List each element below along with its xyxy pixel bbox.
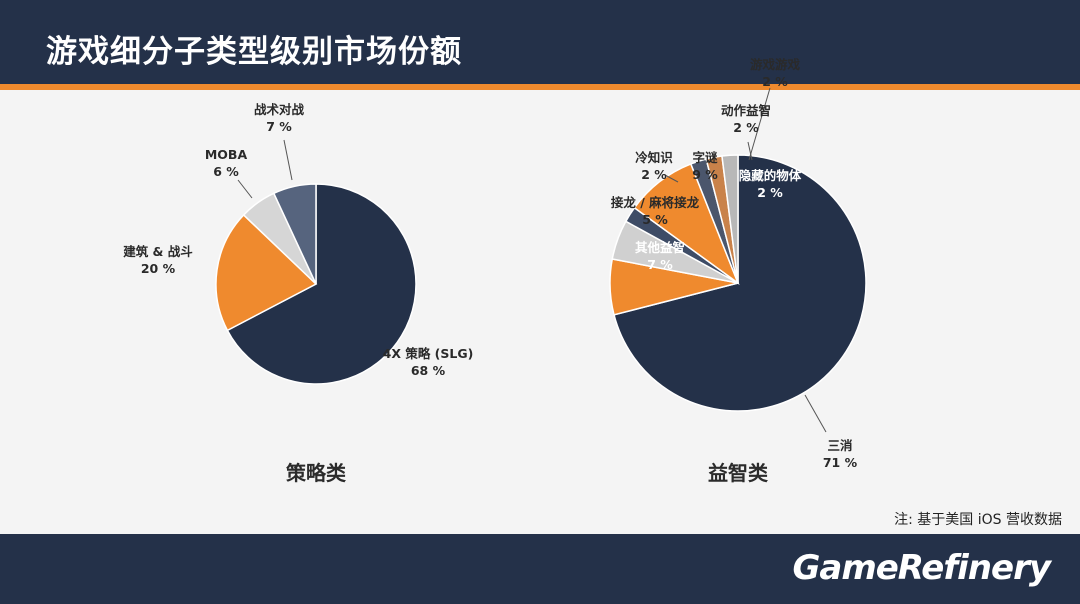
slice-label: 字谜	[692, 150, 718, 165]
strategy-pie-chart: 4X 策略 (SLG) 68 % 建筑 & 战斗 20 % MOBA 6 % 战术对战 7 %…	[123, 102, 473, 485]
pie-slice-puzzle-7	[721, 154, 739, 284]
slice-label: 4X 策略 (SLG)	[383, 346, 474, 361]
slice-value-label: 20 %	[141, 261, 176, 276]
pie-slice-strategy-3	[272, 183, 317, 285]
slice-value-label: 2 %	[641, 167, 667, 182]
header-bar	[0, 0, 1080, 84]
slice-value-label: 2 %	[762, 74, 788, 89]
slice-value-label: 2 %	[757, 185, 783, 200]
slice-value-label: 71 %	[823, 455, 858, 470]
slice-label: 三消	[827, 438, 853, 453]
slice-label: 战术对战	[254, 102, 305, 117]
pie-slice-strategy-0	[226, 183, 417, 385]
leader-line	[237, 179, 253, 199]
slice-value-label: 9 %	[692, 167, 718, 182]
chart-title: 益智类	[708, 461, 768, 485]
header-accent-stripe	[0, 84, 1080, 90]
slice-label: 其他益智	[635, 240, 685, 255]
slice-label: 建筑 & 战斗	[123, 244, 193, 259]
slice-label: 冷知识	[635, 150, 673, 165]
gamerefinery-logo: GameRefinery	[792, 548, 1051, 588]
leader-line	[664, 174, 679, 183]
leader-line	[283, 139, 293, 181]
pie-slice-puzzle-0	[613, 154, 867, 412]
pie-slice-strategy-1	[215, 213, 318, 332]
leader-line	[748, 87, 771, 161]
leader-line	[747, 141, 753, 161]
slice-value-label: 68 %	[411, 363, 446, 378]
slice-value-label: 5 %	[642, 212, 668, 227]
slice-value-label: 6 %	[213, 164, 239, 179]
chart-title: 策略类	[286, 461, 346, 485]
slice-label: 动作益智	[721, 103, 771, 118]
slice-value-label: 2 %	[733, 120, 759, 135]
slice-label: 游戏游戏	[750, 57, 801, 72]
footer-bar	[0, 534, 1080, 604]
puzzle-pie-chart: 三消 71 % 其他益智 7 % 接龙 / 麻将接龙 5 % 冷知识 2 % 字谜 9 % 游戏游戏…	[609, 57, 867, 485]
slice-value-label: 7 %	[266, 119, 292, 134]
slice-label: 接龙 / 麻将接龙	[611, 195, 700, 210]
slice-label: MOBA	[205, 147, 248, 162]
source-note: 注: 基于美国 iOS 营收数据	[894, 512, 1062, 528]
slice-value-label: 7 %	[647, 257, 673, 272]
page-title: 游戏细分子类型级别市场份额	[46, 34, 462, 70]
slice-label: 隐藏的物体	[739, 168, 802, 183]
leader-line	[804, 394, 827, 433]
